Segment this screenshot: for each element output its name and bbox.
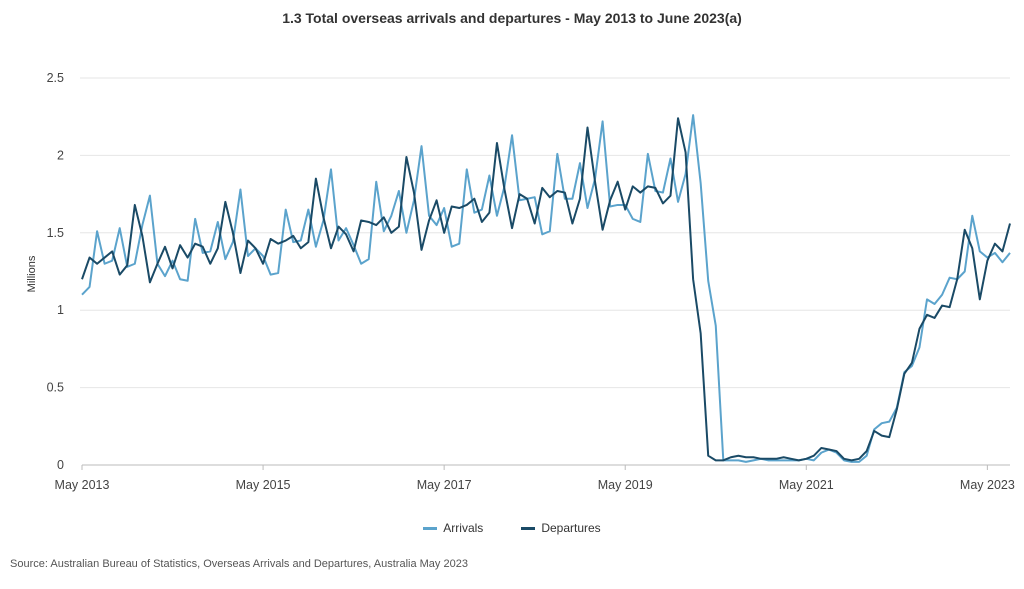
x-tick-label: May 2023 <box>960 478 1015 492</box>
y-axis-label: Millions <box>26 255 38 293</box>
series-line-departures[interactable] <box>81 117 1011 462</box>
legend-label-arrivals: Arrivals <box>443 521 484 535</box>
x-tick-label: May 2017 <box>417 478 472 492</box>
legend: Arrivals Departures <box>0 521 1024 535</box>
source-note: Source: Australian Bureau of Statistics,… <box>10 558 468 570</box>
series-line-arrivals[interactable] <box>81 114 1011 463</box>
x-tick-label: May 2013 <box>55 478 110 492</box>
x-tick-label: May 2021 <box>779 478 834 492</box>
legend-label-departures: Departures <box>541 521 601 535</box>
y-tick-label: 0 <box>57 458 64 472</box>
legend-swatch-departures <box>521 526 536 530</box>
legend-item-arrivals[interactable]: Arrivals <box>423 521 483 535</box>
legend-swatch-arrivals <box>423 526 438 530</box>
y-tick-label: 2 <box>57 148 64 162</box>
y-tick-label: 2.5 <box>47 71 64 85</box>
y-tick-label: 1.5 <box>47 226 64 240</box>
y-tick-label: 0.5 <box>47 381 64 395</box>
y-tick-label: 1 <box>57 303 64 317</box>
chart-title: 1.3 Total overseas arrivals and departur… <box>282 10 742 26</box>
x-tick-label: May 2015 <box>236 478 291 492</box>
y-axis-ticks: 0 0.5 1 1.5 2 2.5 <box>47 71 64 472</box>
legend-item-departures[interactable]: Departures <box>521 521 601 535</box>
series-lines <box>81 114 1011 463</box>
x-tick-label: May 2019 <box>598 478 653 492</box>
x-axis-ticks: May 2013 May 2015 May 2017 May 2019 May 2021… <box>55 465 1015 492</box>
